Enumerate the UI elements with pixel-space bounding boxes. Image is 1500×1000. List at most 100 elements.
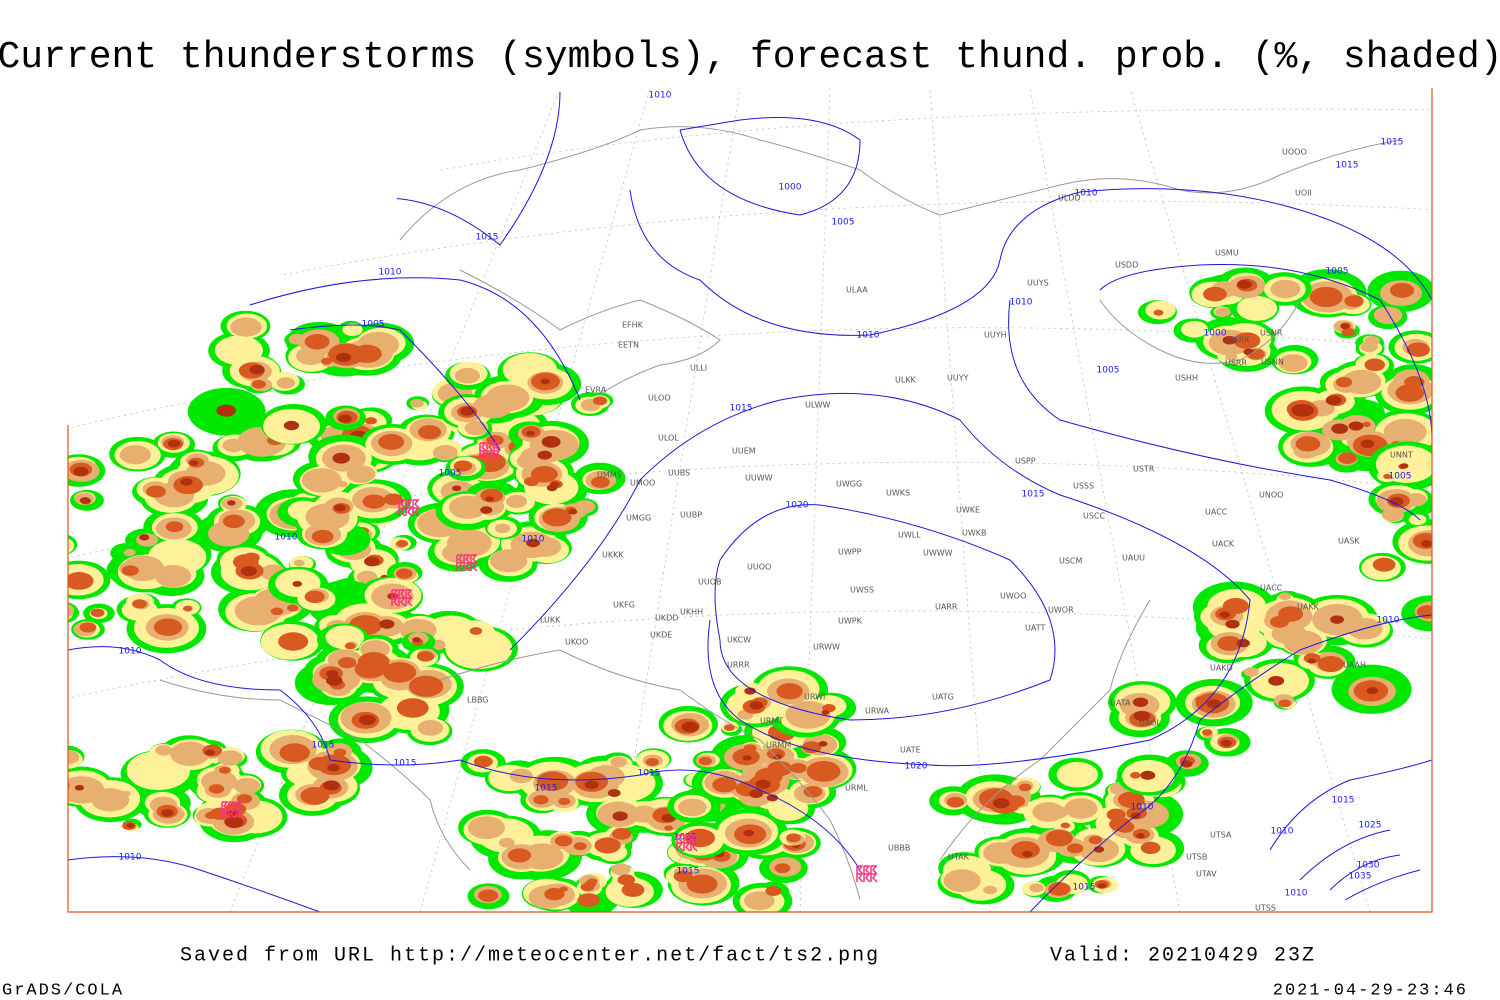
shade-cell bbox=[1344, 295, 1364, 308]
station-label: USCM bbox=[1059, 557, 1083, 566]
shade-cell bbox=[270, 607, 284, 616]
shade-cell bbox=[621, 882, 645, 897]
shade-cell bbox=[335, 352, 352, 363]
station-label: UKFG bbox=[613, 601, 635, 610]
station-label: EFHK bbox=[622, 321, 644, 330]
shade-cell bbox=[224, 816, 244, 829]
shade-cell bbox=[208, 784, 225, 794]
shade-cell bbox=[323, 780, 340, 791]
storm-symbol bbox=[398, 589, 406, 599]
shade-cell bbox=[418, 425, 442, 440]
shade-cell bbox=[364, 556, 380, 567]
shade-cell bbox=[520, 843, 564, 870]
shade-cell bbox=[591, 476, 610, 488]
shade-cell bbox=[686, 874, 718, 894]
storm-symbol bbox=[870, 873, 878, 883]
isobar-label: 1015 bbox=[638, 769, 661, 779]
shade-cell bbox=[338, 414, 352, 423]
shade-cell bbox=[1372, 557, 1396, 572]
shade-cell bbox=[611, 827, 632, 840]
shade-cell bbox=[755, 779, 771, 789]
storm-symbol bbox=[398, 597, 406, 607]
shade-cell bbox=[362, 494, 386, 509]
station-label: UKHH bbox=[680, 608, 703, 617]
shade-cell bbox=[1066, 843, 1084, 854]
storm-symbol bbox=[470, 562, 478, 572]
isobar-label: 1015 bbox=[535, 784, 558, 794]
shade-cell bbox=[153, 618, 183, 636]
shade-cell bbox=[765, 885, 782, 896]
isobar-label: 1020 bbox=[674, 833, 697, 843]
station-label: URWI bbox=[804, 693, 825, 702]
station-label: ULWW bbox=[805, 401, 830, 410]
shade-cell bbox=[1195, 696, 1209, 705]
shade-cell bbox=[1060, 822, 1071, 829]
isobar-label: 1015 bbox=[312, 741, 335, 751]
shade-cell bbox=[180, 478, 193, 486]
shade-cell bbox=[744, 687, 756, 695]
isobar-label: 1010 bbox=[649, 91, 672, 101]
shade-cell bbox=[992, 798, 1010, 809]
isobar-label: 1010 bbox=[1285, 889, 1308, 899]
station-label: USRK bbox=[1228, 336, 1250, 345]
shade-cell bbox=[946, 796, 964, 808]
shade-cell bbox=[785, 700, 831, 729]
shade-cell bbox=[530, 465, 558, 483]
shade-cell bbox=[1140, 841, 1161, 854]
shade-cell bbox=[365, 417, 377, 425]
shade-cell bbox=[454, 367, 481, 384]
shade-cell bbox=[469, 627, 483, 635]
shade-cell bbox=[774, 863, 791, 874]
station-label: UASK bbox=[1338, 537, 1360, 546]
shade-cell bbox=[559, 886, 568, 892]
shade-cell bbox=[1243, 667, 1259, 677]
isobar-label: 1010 bbox=[275, 533, 298, 543]
shade-cell bbox=[723, 724, 735, 732]
storm-symbol bbox=[228, 801, 236, 811]
shade-cell bbox=[698, 756, 712, 766]
storm-symbol bbox=[683, 834, 691, 844]
station-label: UWSS bbox=[850, 586, 874, 595]
station-label: USNR bbox=[1260, 329, 1283, 338]
shade-cell bbox=[219, 766, 231, 774]
station-label: UAAH bbox=[1343, 661, 1366, 670]
station-label: UAKD bbox=[1210, 664, 1233, 673]
station-label: ULOO bbox=[648, 394, 671, 403]
shade-cell bbox=[139, 534, 150, 541]
shade-cell bbox=[1268, 675, 1285, 686]
station-label: UTAV bbox=[1196, 870, 1217, 879]
station-label: UTSA bbox=[1210, 831, 1232, 840]
station-label: USSS bbox=[1073, 482, 1094, 491]
station-label: USHH bbox=[1175, 374, 1198, 383]
shade-cell bbox=[776, 683, 803, 700]
station-label: UAOL bbox=[1139, 719, 1161, 728]
timestamp: 2021-04-29-23:46 bbox=[1273, 981, 1468, 1000]
shade-cell bbox=[79, 497, 91, 504]
station-label: USMU bbox=[1215, 249, 1239, 258]
shade-cell bbox=[1022, 850, 1033, 858]
station-label: UUYS bbox=[1027, 279, 1049, 288]
shade-cell bbox=[540, 378, 550, 385]
station-label: UUWW bbox=[745, 474, 773, 483]
shade-cell bbox=[1048, 882, 1071, 896]
shade-cell bbox=[573, 500, 596, 514]
station-label: UWOO bbox=[1000, 592, 1026, 601]
shade-cell bbox=[233, 777, 261, 794]
shade-cell bbox=[1243, 348, 1254, 356]
station-label: EETN bbox=[618, 341, 639, 350]
shade-cell bbox=[1225, 619, 1240, 629]
shade-cell bbox=[640, 815, 652, 823]
shade-cell bbox=[1219, 611, 1231, 619]
shade-cell bbox=[1278, 606, 1304, 622]
station-label: URML bbox=[845, 784, 868, 793]
isobar-label: 1010 bbox=[522, 535, 545, 545]
shade-cell bbox=[542, 508, 572, 527]
shade-cell bbox=[1364, 358, 1385, 372]
shade-cell bbox=[342, 323, 363, 336]
station-label: UARR bbox=[935, 603, 958, 612]
station-label: UTAK bbox=[948, 853, 970, 862]
shade-cell bbox=[1088, 835, 1103, 845]
shade-cell bbox=[320, 357, 332, 365]
shade-cell bbox=[165, 521, 184, 533]
